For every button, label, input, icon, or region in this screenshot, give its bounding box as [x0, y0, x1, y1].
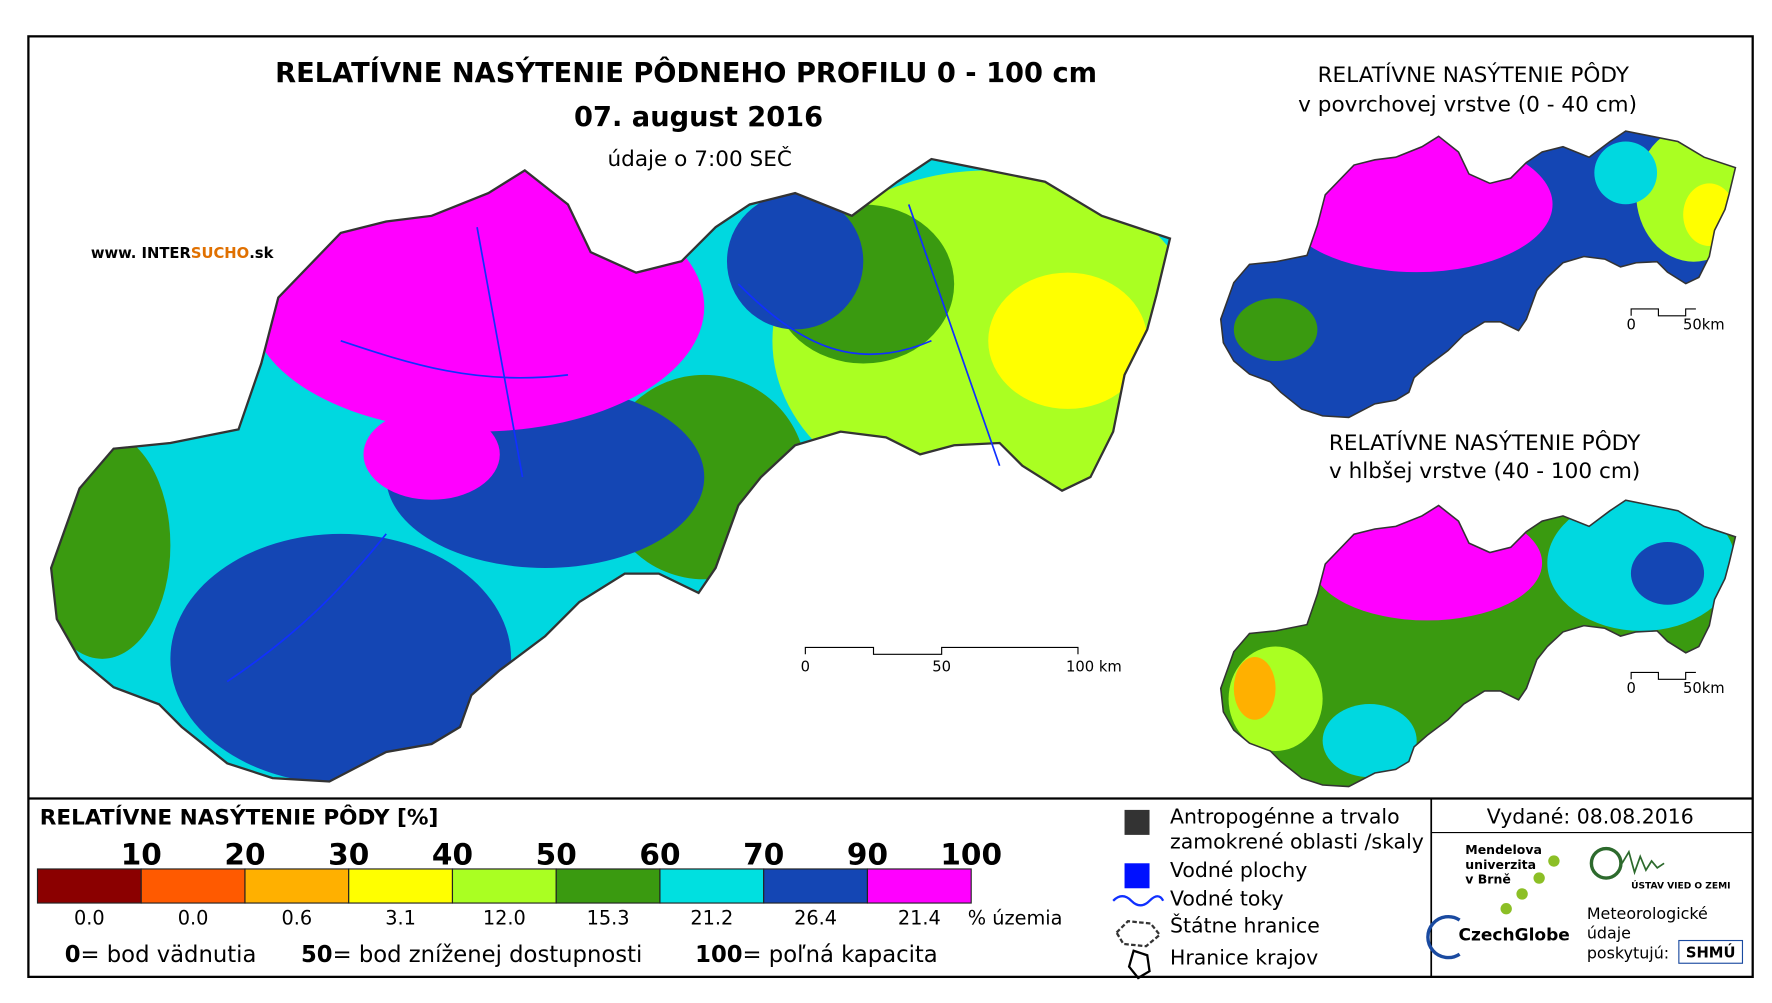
legend-breakpoint: 20: [224, 837, 265, 871]
symbol-icon: [1124, 863, 1150, 889]
legend-swatch: [451, 868, 557, 904]
legend-share: 21.2: [690, 907, 733, 930]
legend: 0.0 0.0 0.6 3.1 12.0 15.3 21.2 26.4 21.4 10 20 30 40…: [36, 837, 1063, 968]
ustav-logo: [1589, 846, 1623, 880]
legend-share: 0.0: [74, 907, 105, 930]
shmu-logo: [1678, 939, 1744, 964]
legend-breakpoint: 30: [328, 837, 369, 871]
legend-share: 15.3: [587, 907, 630, 930]
legend-note-key: 100: [695, 942, 742, 968]
website-prefix: www. INTER: [91, 245, 192, 262]
legend-breakpoint: 90: [847, 837, 888, 871]
rivers: [226, 204, 1001, 683]
legend-share: 21.4: [898, 907, 941, 930]
legend-title: RELATÍVNE NASÝTENIE PÔDY [%]: [40, 805, 439, 831]
legend-swatch: [866, 868, 972, 904]
title: RELATÍVNE NASÝTENIE PÔDNEHO PROFILU 0 - …: [275, 57, 1097, 89]
scale-label: 0: [801, 658, 810, 675]
symbol-label: zamokrené oblasti /skaly: [1170, 830, 1424, 854]
scale-bar: [804, 646, 1079, 655]
legend-note: 0= bod vädnutia: [65, 942, 257, 968]
shmu: SHMÚ: [1686, 944, 1736, 962]
legend-swatch: [659, 868, 765, 904]
legend-note-key: 0: [65, 942, 81, 968]
legend-note-text: = bod vädnutia: [81, 942, 257, 968]
czechglobe: CzechGlobe: [1458, 926, 1569, 946]
legend-share: 12.0: [483, 907, 526, 930]
ustav: ÚSTAV VIED O ZEMI: [1631, 879, 1730, 891]
mendelu-dots: [1500, 855, 1560, 915]
symbol-label: Vodné toky: [1170, 886, 1284, 910]
legend-breakpoint: 60: [639, 837, 680, 871]
scale-bar: [1630, 308, 1696, 317]
legend-breakpoint: 50: [536, 837, 577, 871]
website-suffix: .sk: [249, 245, 274, 262]
legend-breakpoint: 100: [940, 837, 1002, 871]
mendelu: Mendelova: [1465, 842, 1542, 857]
ustav-wave: [1621, 849, 1665, 876]
legend-swatch: [36, 868, 142, 904]
scale-bar: [1630, 671, 1696, 680]
legend-note: 100= poľná kapacita: [695, 942, 938, 968]
inset-title: RELATÍVNE NASÝTENIE PÔDY: [1329, 430, 1641, 456]
legend-breakpoint: 10: [121, 837, 162, 871]
issued: Vydané: 08.08.2016: [1487, 805, 1694, 829]
legend-swatch: [763, 868, 869, 904]
legend-share: 26.4: [794, 907, 837, 930]
provider: údaje: [1587, 923, 1631, 942]
provider: poskytujú:: [1587, 944, 1669, 963]
mendelu: univerzita: [1465, 857, 1536, 872]
legend-swatch: [140, 868, 246, 904]
scale-label: 0: [1626, 316, 1635, 333]
legend-note-key: 50: [301, 942, 333, 968]
legend-note: 50= bod zníženej dostupnosti: [301, 942, 642, 968]
scale-label: 0: [1626, 680, 1635, 697]
symbol-icon: [1127, 949, 1151, 980]
data-time: údaje o 7:00 SEČ: [607, 146, 792, 172]
website-highlight: SUCHO: [191, 245, 249, 262]
symbol-icon: [1115, 920, 1162, 948]
scale-label: 50: [932, 658, 951, 675]
legend-swatch: [555, 868, 661, 904]
scale-label: 50km: [1683, 316, 1725, 333]
legend-share: 0.6: [281, 907, 312, 930]
inset-subtitle: v povrchovej vrstve (0 - 40 cm): [1298, 92, 1637, 117]
scale-label: 50km: [1683, 680, 1725, 697]
symbol-label: Antropogénne a trvalo: [1170, 805, 1400, 829]
symbol-label: Štátne hranice: [1170, 913, 1320, 938]
legend-note-text: = poľná kapacita: [743, 942, 938, 968]
legend-breakpoint: 40: [432, 837, 473, 871]
legend-swatch: [244, 868, 350, 904]
legend-note-text: = bod zníženej dostupnosti: [333, 942, 643, 968]
legend-swatch: [348, 868, 454, 904]
inset-title: RELATÍVNE NASÝTENIE PÔDY: [1318, 62, 1630, 88]
inset-subtitle: v hlbšej vrstve (40 - 100 cm): [1329, 459, 1640, 484]
symbol-icon: [1124, 809, 1150, 835]
legend-share: 3.1: [385, 907, 416, 930]
czechglobe-arc: [1426, 914, 1461, 960]
date: 07. august 2016: [574, 102, 823, 133]
legend-share: 0.0: [178, 907, 209, 930]
symbol-icon: [1112, 895, 1165, 907]
provider: Meteorologické: [1587, 904, 1708, 923]
website: www. INTERSUCHO.sk: [91, 245, 275, 262]
symbol-label: Vodné plochy: [1170, 858, 1307, 882]
symbol-label: Hranice krajov: [1170, 945, 1318, 969]
legend-share-unit: % územia: [968, 907, 1063, 930]
scale-label: 100 km: [1066, 658, 1122, 675]
mendelu: v Brně: [1465, 872, 1511, 887]
legend-breakpoint: 70: [743, 837, 784, 871]
